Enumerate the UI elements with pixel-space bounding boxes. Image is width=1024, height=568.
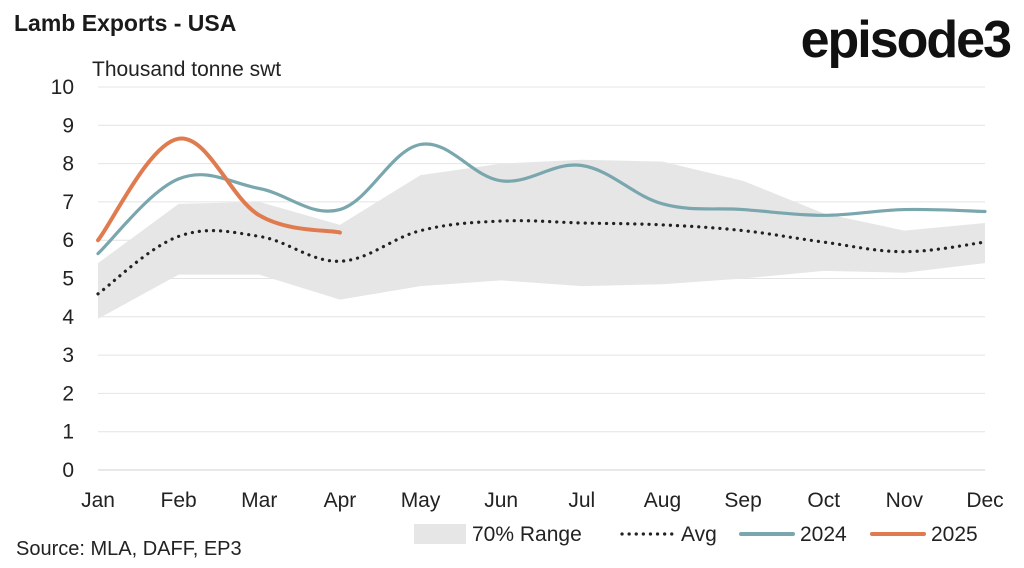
series-lines xyxy=(96,136,987,296)
y-tick-label: 8 xyxy=(62,153,74,176)
y-axis-label: Thousand tonne swt xyxy=(92,58,281,81)
legend-label-2025: 2025 xyxy=(931,523,978,546)
x-tick-label: Oct xyxy=(807,489,840,512)
y-tick-label: 5 xyxy=(62,268,74,291)
x-tick-label: Aug xyxy=(644,489,681,512)
y-tick-label: 3 xyxy=(62,344,74,367)
y-tick-label: 0 xyxy=(62,459,74,482)
series-line-2025 xyxy=(96,136,342,243)
x-tick-label: Feb xyxy=(161,489,197,512)
y-tick-label: 7 xyxy=(62,191,74,214)
legend-label-2024: 2024 xyxy=(800,523,847,546)
x-tick-label: Jan xyxy=(81,489,115,512)
x-tick-label: May xyxy=(401,489,441,512)
x-tick-label: Jul xyxy=(568,489,595,512)
x-tick-label: Dec xyxy=(966,489,1003,512)
chart-title: Lamb Exports - USA xyxy=(14,10,237,36)
episode3-logo: episode3 xyxy=(800,11,1012,69)
y-tick-label: 9 xyxy=(62,114,74,137)
legend-label-avg: Avg xyxy=(681,523,717,546)
legend-label-range: 70% Range xyxy=(472,523,582,546)
x-tick-label: Jun xyxy=(484,489,518,512)
y-tick-label: 2 xyxy=(62,382,74,405)
range-band-area xyxy=(98,159,985,319)
y-tick-label: 1 xyxy=(62,421,74,444)
y-axis-ticks: 0 1 2 3 4 5 6 7 8 9 10 xyxy=(51,76,75,482)
series-line-2024 xyxy=(96,142,987,256)
x-axis-ticks: Jan Feb Mar Apr May Jun Jul Aug Sep Oct Nov Dec xyxy=(81,489,1004,512)
y-tick-label: 4 xyxy=(62,306,74,329)
range-band xyxy=(98,159,985,319)
y-tick-label: 10 xyxy=(51,76,74,99)
source-note: Source: MLA, DAFF, EP3 xyxy=(16,538,242,560)
legend: 70% Range Avg 2024 2025 xyxy=(414,523,978,546)
x-tick-label: Nov xyxy=(886,489,924,512)
x-tick-label: Sep xyxy=(724,489,761,512)
x-tick-label: Mar xyxy=(241,489,277,512)
x-tick-label: Apr xyxy=(324,489,357,512)
legend-swatch-range xyxy=(414,524,466,544)
y-tick-label: 6 xyxy=(62,229,74,252)
series-line-avg xyxy=(96,219,987,296)
